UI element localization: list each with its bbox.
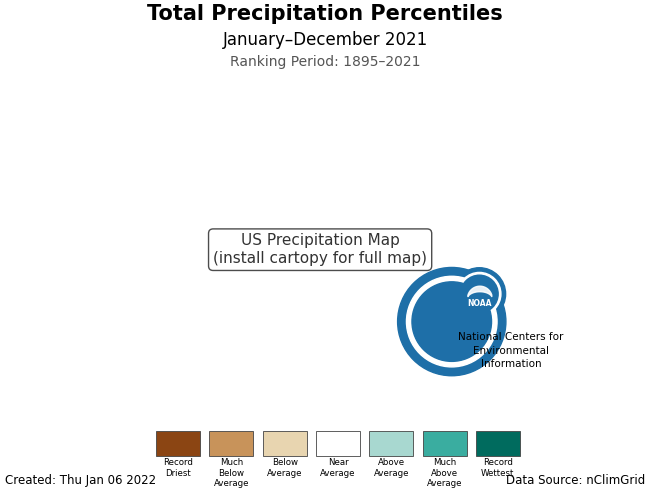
FancyBboxPatch shape [369,431,413,456]
Text: National Centers for
Environmental
Information: National Centers for Environmental Infor… [458,333,564,369]
FancyBboxPatch shape [422,431,467,456]
Text: Much
Above
Average: Much Above Average [427,458,462,488]
Circle shape [406,277,497,367]
Text: Below
Average: Below Average [267,458,302,478]
Text: Created: Thu Jan 06 2022: Created: Thu Jan 06 2022 [5,474,156,487]
FancyBboxPatch shape [316,431,360,456]
FancyBboxPatch shape [209,431,254,456]
Text: Much
Below
Average: Much Below Average [214,458,249,488]
Text: Data Source: nClimGrid: Data Source: nClimGrid [506,474,645,487]
FancyBboxPatch shape [156,431,200,456]
Text: US Precipitation Map
(install cartopy for full map): US Precipitation Map (install cartopy fo… [213,234,427,266]
Circle shape [412,282,491,362]
Text: Record
Driest: Record Driest [163,458,193,478]
Text: January–December 2021: January–December 2021 [222,31,428,49]
Text: Above
Average: Above Average [374,458,409,478]
Text: Record
Wettest: Record Wettest [481,458,515,478]
Circle shape [453,268,506,320]
Text: NOAA: NOAA [467,299,491,308]
Text: Ranking Period: 1895–2021: Ranking Period: 1895–2021 [229,55,421,69]
Text: Total Precipitation Percentiles: Total Precipitation Percentiles [147,4,503,24]
Text: Near
Average: Near Average [320,458,356,478]
Circle shape [458,273,501,315]
Circle shape [398,268,506,376]
FancyBboxPatch shape [263,431,307,456]
Circle shape [461,275,498,313]
FancyBboxPatch shape [476,431,520,456]
